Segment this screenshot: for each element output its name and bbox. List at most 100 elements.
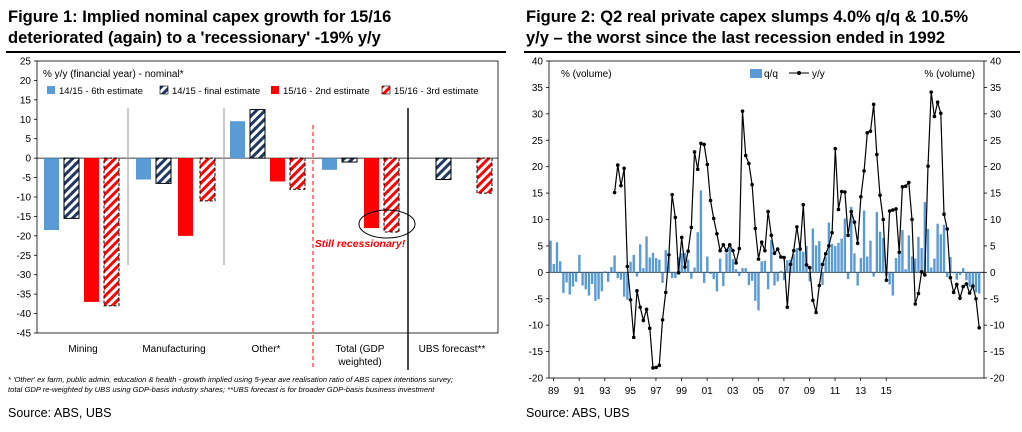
marker-yy [849, 209, 854, 214]
category-label: UBS forecast** [419, 344, 486, 355]
marker-yy [830, 230, 834, 235]
bar-qq [549, 240, 552, 273]
marker-yy [913, 302, 918, 306]
marker-yy [695, 167, 700, 172]
y-tick-label-right: -10 [990, 321, 1005, 332]
marker-yy [638, 305, 642, 310]
marker-yy [939, 111, 943, 116]
marker-yy [724, 248, 729, 253]
marker-yy [823, 252, 828, 256]
marker-yy [791, 248, 796, 253]
bar-qq [757, 272, 760, 311]
y-tick-label: 15 [20, 95, 32, 106]
marker-yy [827, 244, 831, 248]
bar-qq [702, 272, 706, 283]
marker-yy [846, 233, 850, 238]
bar-qq [901, 230, 904, 273]
bar-qq [882, 237, 885, 273]
x-tick-label: 99 [676, 386, 688, 397]
bar-hatch-navy [341, 157, 358, 163]
figure-1-footnote: * 'Other' ex farm, public admin, educati… [8, 375, 503, 395]
bar-qq [658, 259, 661, 273]
marker-yy [628, 298, 633, 302]
legend-swatch [159, 85, 169, 95]
figure-2-title-line2: y/y – the worst since the last recession… [526, 29, 946, 47]
bar-qq [818, 241, 821, 273]
y-tick-label-left: 40 [532, 57, 544, 68]
marker-yy [967, 291, 972, 295]
marker-yy [641, 318, 646, 323]
bar-qq [930, 267, 933, 273]
bar-qq [574, 272, 578, 282]
bar-qq [923, 202, 927, 273]
y-tick-label: -15 [17, 212, 32, 223]
x-tick-label: 05 [753, 386, 765, 397]
marker-yy [727, 243, 732, 247]
bar-qq [770, 240, 773, 273]
marker-yy [814, 310, 818, 315]
bar-solid-lightblue [230, 121, 245, 159]
marker-yy [705, 162, 710, 167]
bar-qq [888, 272, 891, 285]
bar-qq [907, 235, 911, 273]
marker-yy [903, 184, 908, 189]
bar-qq [859, 258, 863, 273]
legend-marker-yy [797, 71, 801, 75]
y-tick-label: 0 [25, 154, 31, 165]
y-tick-label-left: -5 [534, 294, 543, 305]
marker-yy [865, 131, 870, 135]
marker-yy [635, 289, 639, 293]
bar-qq [926, 229, 930, 273]
marker-yy [782, 255, 786, 260]
bar-qq [933, 258, 936, 273]
marker-yy [692, 150, 697, 154]
y-tick-label-left: -20 [529, 374, 544, 385]
bar-qq [638, 244, 642, 273]
marker-yy [961, 284, 966, 289]
y-tick-label-right: -15 [990, 347, 1005, 358]
y-tick-label: 10 [20, 115, 32, 126]
y-tick-label: 25 [20, 57, 32, 68]
marker-yy [974, 296, 978, 301]
bar-qq [613, 255, 616, 273]
bar-qq [834, 245, 837, 273]
y-tick-label-right: 30 [990, 109, 1002, 120]
bar-qq [955, 272, 959, 280]
x-tick-label: 89 [548, 386, 560, 397]
bar-qq [760, 261, 763, 273]
bar-qq [555, 242, 559, 273]
marker-yy [839, 189, 844, 194]
bar-hatch-navy [249, 109, 266, 159]
marker-yy [711, 216, 716, 221]
marker-yy [734, 261, 738, 265]
bar-qq [584, 272, 587, 290]
bar-qq [686, 259, 690, 273]
bar-solid-red [178, 158, 193, 236]
y-tick-label-right: 35 [990, 83, 1002, 94]
bar-qq [690, 272, 693, 279]
bar-qq [843, 218, 847, 273]
marker-yy [881, 217, 886, 222]
y-tick-label: -45 [17, 329, 32, 340]
bar-qq [971, 272, 975, 287]
bar-qq [744, 268, 747, 273]
marker-yy [660, 318, 665, 322]
bar-qq [565, 272, 568, 283]
marker-yy [878, 193, 882, 197]
marker-yy [676, 271, 681, 275]
bar-qq [898, 253, 901, 273]
marker-yy [647, 326, 652, 331]
figure-2-title-line1: Figure 2: Q2 real private capex slumps 4… [526, 8, 969, 26]
x-tick-label: 01 [702, 386, 714, 397]
bar-qq [594, 272, 597, 301]
bar-qq [590, 272, 594, 284]
x-tick-label: 93 [599, 386, 611, 397]
bar-qq [946, 272, 949, 278]
legend-label-qq: q/q [764, 69, 778, 80]
figure-1-title-line1: Figure 1: Implied nominal capex growth f… [8, 8, 392, 26]
marker-yy [615, 163, 620, 167]
bar-qq [821, 272, 824, 286]
legend-label: 14/15 - final estimate [172, 86, 260, 97]
bar-qq [949, 257, 952, 273]
marker-yy [932, 114, 937, 119]
